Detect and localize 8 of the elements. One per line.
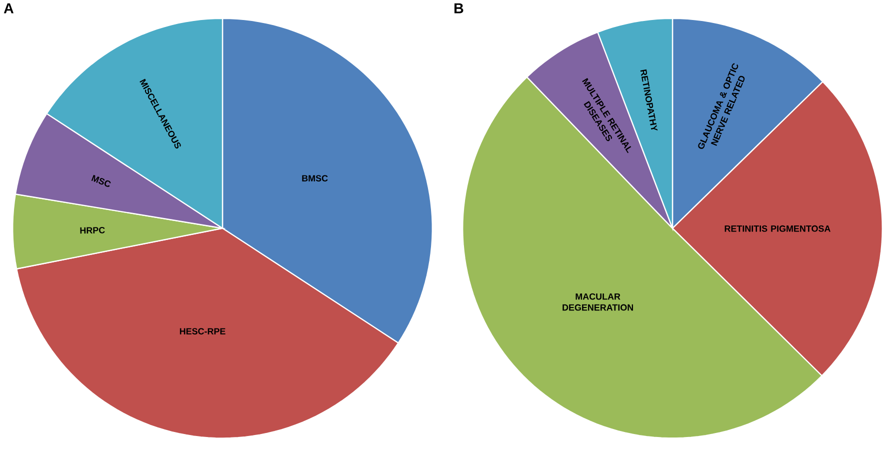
slice-label: MACULAR DEGENERATION — [562, 293, 633, 311]
slice-label: BMSC — [302, 175, 328, 182]
slice-label: MSC — [91, 174, 111, 187]
slice-label: HESC-RPE — [180, 328, 226, 335]
chart-title: A — [4, 3, 14, 14]
slice-label: HRPC — [80, 227, 105, 234]
slice-label: RETINITIS PIGMENTOSA — [724, 226, 830, 232]
chart-title: B — [454, 3, 464, 14]
